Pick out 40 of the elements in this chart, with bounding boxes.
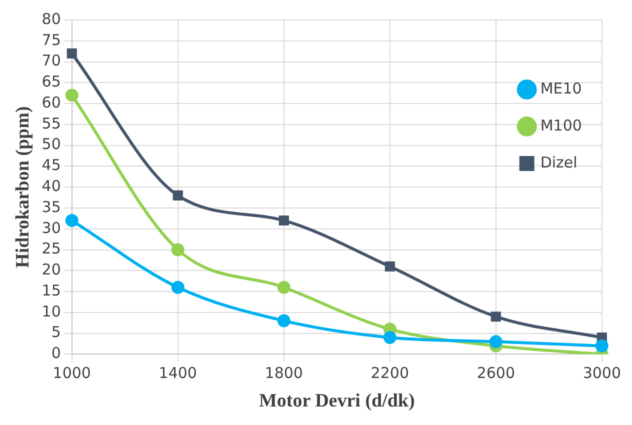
point [171,280,184,294]
legend-label: M100 [540,116,582,134]
y-tick-label: 80 [42,10,61,28]
x-tick-label: 1800 [264,364,303,382]
x-axis-title: Motor Devri (d/dk) [258,390,415,412]
point [489,335,502,348]
point [490,312,501,322]
y-tick-label: 30 [42,218,61,237]
point [278,215,289,226]
point [171,243,184,256]
x-tick-label: 3000 [582,364,622,382]
y-tick-label: 5 [51,323,61,342]
point [66,48,77,58]
y-tick-label: 45 [42,156,61,174]
y-tick-label: 60 [42,93,61,112]
point [595,339,608,352]
legend-label: ME10 [540,79,582,98]
x-tick-label: 2600 [476,364,515,382]
x-tick-label: 2200 [370,364,409,382]
y-tick-label: 15 [42,281,61,300]
y-tick-label: 65 [42,72,61,91]
y-tick-label: 50 [42,135,61,154]
x-tick-label: 1000 [52,364,91,382]
y-tick-label: 40 [42,176,61,195]
legend-label: Dizel [540,153,578,172]
point [383,330,396,344]
point [277,280,290,294]
y-tick-label: 75 [42,30,61,49]
point [172,190,183,200]
y-tick-label: 20 [42,260,61,279]
point [277,314,290,328]
y-axis-title: Hidrokarbon (ppm) [12,106,34,268]
y-tick-label: 70 [42,52,61,70]
x-tick-label: 1400 [158,364,197,382]
y-tick-label: 25 [42,240,61,258]
y-tick-label: 10 [42,302,61,320]
y-tick-label: 0 [51,344,61,362]
y-tick-label: 35 [42,198,61,216]
point [384,261,395,272]
y-tick-label: 55 [42,114,61,132]
